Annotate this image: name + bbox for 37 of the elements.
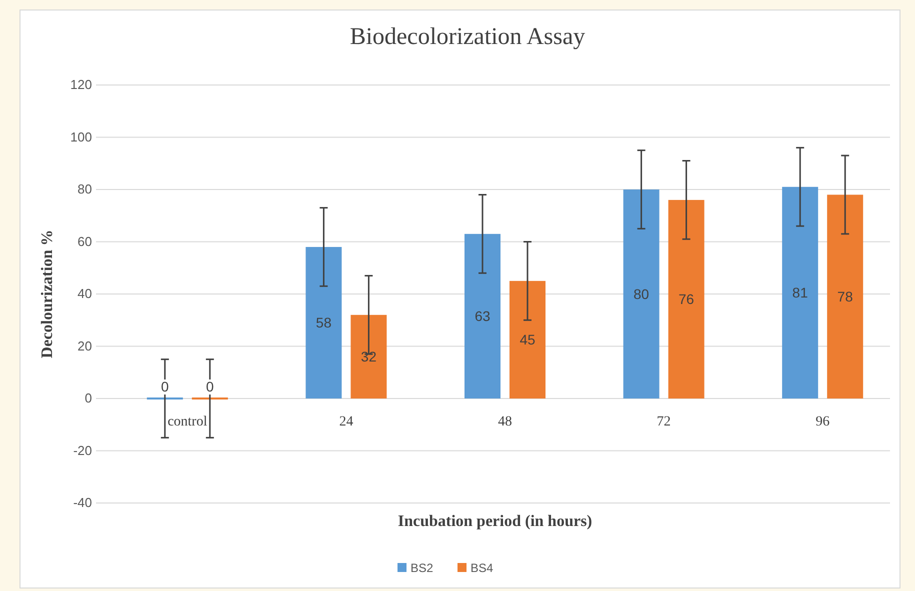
data-label: 63	[474, 308, 490, 324]
x-tick-label: control	[168, 414, 208, 430]
y-tick-label: 120	[70, 77, 92, 92]
bar	[827, 194, 864, 398]
data-label: 0	[161, 378, 169, 394]
chart-title: Biodecolorization Assay	[350, 24, 586, 50]
data-label: 76	[678, 291, 694, 308]
x-tick-label: 96	[816, 414, 830, 430]
data-label: 32	[360, 348, 377, 365]
legend-label: BS4	[470, 561, 494, 575]
data-label: 81	[792, 284, 808, 301]
data-label: 45	[520, 332, 536, 348]
data-label: 78	[837, 288, 854, 305]
y-tick-label: 20	[78, 338, 92, 354]
bar	[782, 186, 818, 398]
y-axis-title: Decolourization %	[39, 230, 56, 358]
y-tick-label: -20	[73, 442, 92, 458]
y-tick-label: 80	[78, 182, 92, 196]
bar	[464, 234, 500, 398]
y-tick-label: 0	[84, 390, 92, 406]
x-axis-title: Incubation period (in hours)	[398, 513, 592, 530]
bar	[510, 280, 546, 398]
data-label: 80	[634, 286, 650, 302]
bar	[306, 246, 342, 398]
data-label: 0	[206, 378, 214, 394]
x-tick-label: 24	[339, 414, 354, 430]
legend-label: BS2	[410, 561, 434, 575]
y-tick-label: 60	[78, 234, 92, 249]
bar	[668, 200, 704, 398]
x-tick-label: 72	[656, 414, 671, 430]
bar	[623, 190, 660, 398]
bar	[350, 314, 387, 398]
y-tick-label: 40	[78, 286, 92, 301]
y-tick-label: -40	[73, 495, 92, 510]
y-tick-label: 100	[70, 129, 92, 144]
data-label: 58	[316, 314, 332, 331]
x-tick-label: 48	[498, 414, 512, 430]
